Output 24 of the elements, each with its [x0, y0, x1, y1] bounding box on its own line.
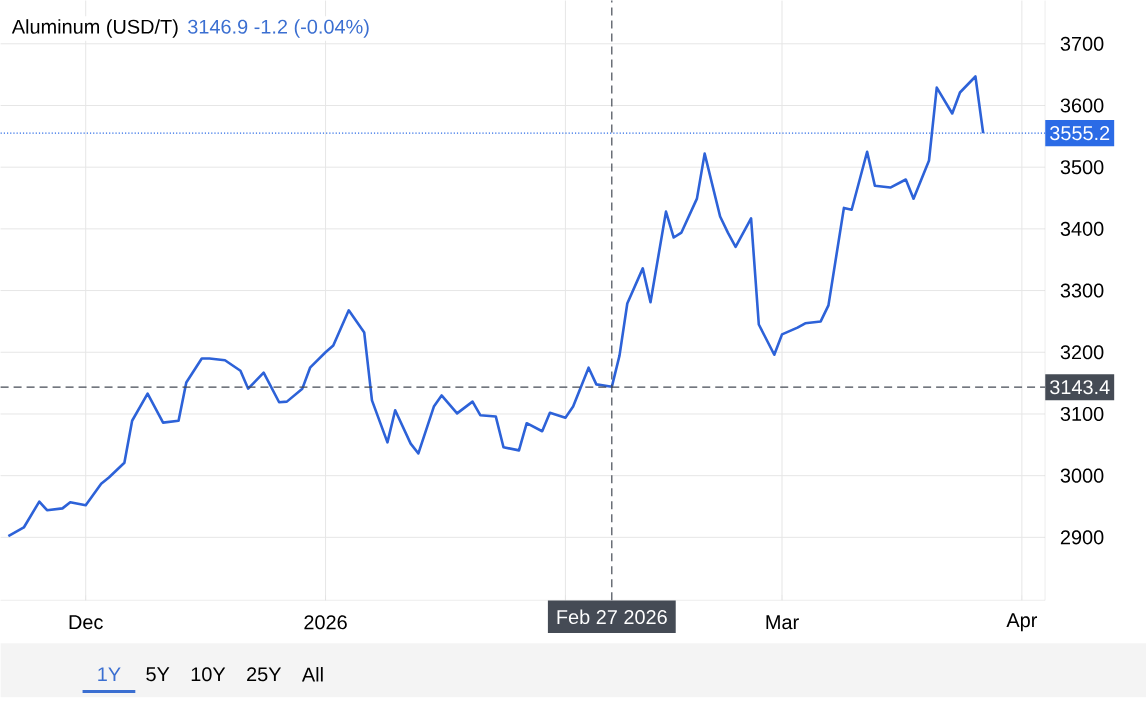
text: 1Y	[98, 667, 121, 681]
y-tick-label: 3000	[1060, 468, 1104, 483]
y-tick-label: 3400	[1060, 221, 1104, 236]
y-tick-label: 3700	[1060, 36, 1104, 51]
text: All	[301, 666, 323, 682]
x-tick-label: Apr	[1006, 613, 1038, 632]
y-tick-label: 3300	[1060, 283, 1104, 298]
text: 3146.9 -1.2 (-0.04%)	[188, 19, 369, 38]
line-series	[7, 75, 985, 538]
x-tick-label: Mar	[766, 615, 799, 630]
y-tick-label: 3600	[1060, 98, 1104, 113]
y-tick-label: 3100	[1060, 406, 1104, 421]
x-tick-label: Dec	[69, 615, 103, 630]
text: Aluminum (USD/T)	[11, 19, 178, 38]
x-tick-label: 2026	[304, 615, 347, 630]
ref-line-label: 3143.4	[1050, 380, 1110, 395]
y-tick-label: 2900	[1060, 530, 1104, 545]
ref-line-label: 3555.2	[1050, 125, 1110, 141]
ref-line-label: Feb 27 2026	[557, 609, 667, 624]
y-tick-label: 3200	[1060, 345, 1104, 360]
text: 5Y	[146, 667, 170, 682]
text: 10Y	[191, 667, 226, 682]
y-tick-label: 3500	[1060, 160, 1104, 175]
text: 25Y	[247, 667, 282, 682]
